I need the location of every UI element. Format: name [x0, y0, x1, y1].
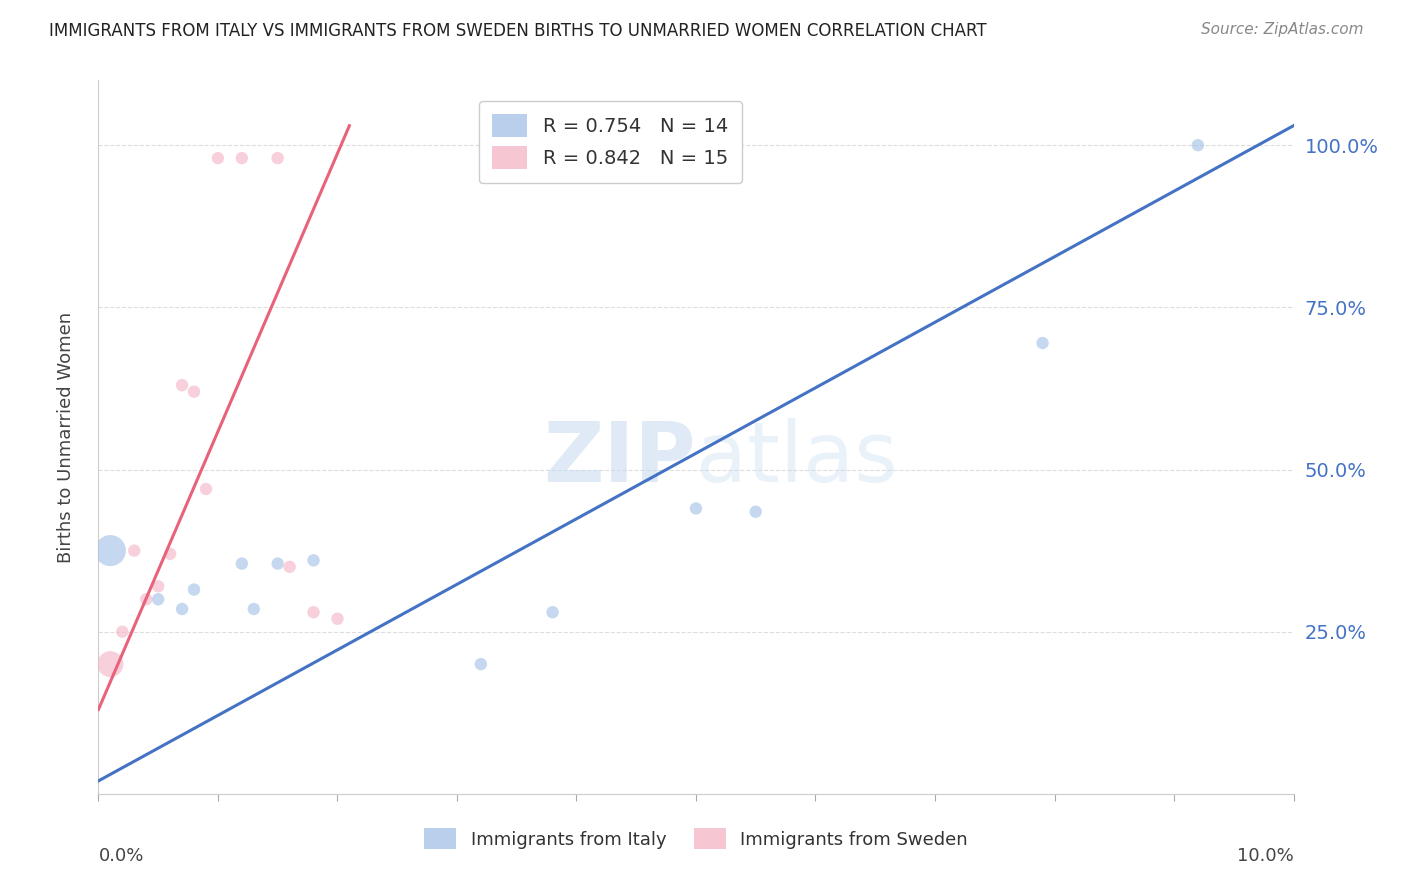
- Point: [326, 612, 349, 626]
- Point: [124, 543, 146, 558]
- Point: [302, 553, 325, 567]
- Point: [183, 384, 205, 399]
- Text: Source: ZipAtlas.com: Source: ZipAtlas.com: [1201, 22, 1364, 37]
- Point: [148, 579, 170, 593]
- Point: [183, 582, 205, 597]
- Point: [267, 557, 290, 571]
- Text: ZIP: ZIP: [544, 418, 696, 499]
- Legend: Immigrants from Italy, Immigrants from Sweden: Immigrants from Italy, Immigrants from S…: [416, 821, 976, 856]
- Point: [135, 592, 157, 607]
- Point: [98, 657, 122, 672]
- Point: [243, 602, 266, 616]
- Point: [541, 605, 564, 619]
- Point: [148, 592, 170, 607]
- Text: atlas: atlas: [696, 418, 897, 499]
- Point: [98, 543, 122, 558]
- Point: [172, 378, 194, 392]
- Text: 0.0%: 0.0%: [98, 847, 143, 865]
- Point: [1187, 138, 1209, 153]
- Point: [231, 151, 253, 165]
- Y-axis label: Births to Unmarried Women: Births to Unmarried Women: [56, 311, 75, 563]
- Point: [278, 559, 301, 574]
- Point: [745, 505, 768, 519]
- Point: [470, 657, 492, 672]
- Point: [685, 501, 707, 516]
- Point: [207, 151, 229, 165]
- Point: [159, 547, 181, 561]
- Point: [302, 605, 325, 619]
- Point: [172, 602, 194, 616]
- Point: [1032, 336, 1054, 351]
- Point: [111, 624, 134, 639]
- Text: IMMIGRANTS FROM ITALY VS IMMIGRANTS FROM SWEDEN BIRTHS TO UNMARRIED WOMEN CORREL: IMMIGRANTS FROM ITALY VS IMMIGRANTS FROM…: [49, 22, 987, 40]
- Point: [231, 557, 253, 571]
- Text: 10.0%: 10.0%: [1237, 847, 1294, 865]
- Point: [195, 482, 218, 496]
- Point: [267, 151, 290, 165]
